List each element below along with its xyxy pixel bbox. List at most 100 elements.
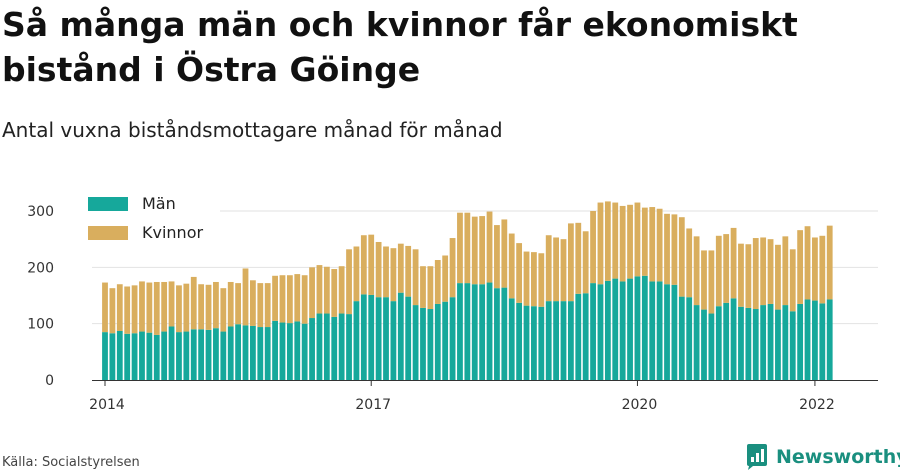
bar-women (612, 202, 619, 279)
bar-women (220, 288, 227, 332)
bar-men (309, 318, 315, 380)
bar-men (782, 305, 789, 380)
bar-men (338, 313, 345, 380)
bar-men (575, 293, 582, 380)
y-tick-label: 100 (27, 317, 54, 333)
bar-women (693, 236, 700, 306)
bar-women (760, 237, 767, 306)
bar-women (353, 246, 360, 302)
bar-women (531, 252, 537, 307)
brand-name: Newsworthy (776, 446, 900, 468)
bar-women (767, 239, 774, 304)
x-tick-label: 2014 (89, 397, 125, 413)
bar-women (649, 207, 656, 282)
bar-women (582, 231, 589, 294)
bar-men (775, 309, 781, 380)
bar-men (235, 324, 242, 380)
bar-men (353, 301, 360, 380)
bar-men (545, 301, 552, 380)
bar-women (686, 228, 693, 298)
bar-women (405, 245, 412, 297)
bar-men (205, 329, 212, 380)
bar-men (168, 326, 175, 380)
bar-women (575, 222, 582, 294)
bar-men (176, 332, 182, 380)
bar-women (213, 281, 219, 329)
bar-women (590, 211, 596, 284)
bar-women (116, 284, 123, 331)
chart-title: Så många män och kvinnor får ekonomiskt … (2, 5, 798, 89)
bar-women (420, 266, 426, 308)
bar-men (723, 302, 730, 380)
bar-men (671, 284, 678, 380)
bar-men (501, 287, 508, 380)
bar-men (701, 309, 707, 380)
bar-men (109, 333, 116, 380)
bar-women (168, 281, 175, 327)
bar-men (686, 297, 693, 380)
bar-men (656, 281, 663, 380)
bar-men (664, 284, 670, 380)
bar-men (649, 281, 656, 380)
bar-women (250, 280, 256, 326)
bar-men (146, 332, 153, 380)
bar-men (804, 299, 811, 380)
bar-men (738, 306, 744, 380)
bar-women (109, 288, 116, 334)
y-tick-label: 0 (45, 373, 54, 389)
bar-women (789, 249, 796, 312)
legend-label-women: Kvinnor (142, 223, 203, 242)
bar-women (264, 283, 271, 328)
bar-men (383, 297, 389, 380)
bar-men (553, 301, 559, 380)
bar-men (257, 327, 264, 380)
bar-men (582, 293, 589, 380)
bar-men (590, 283, 596, 380)
bar-men (634, 276, 641, 380)
bar-women (782, 236, 789, 306)
bar-women (397, 243, 404, 293)
bar-women (309, 267, 315, 319)
bar-women (715, 235, 722, 307)
bar-women (102, 282, 108, 333)
bar-women (619, 205, 626, 282)
bar-women (634, 202, 641, 277)
bar-women (826, 225, 833, 300)
bar-women (427, 266, 434, 310)
bar-women (804, 226, 811, 300)
bar-women (294, 274, 301, 322)
bar-women (316, 265, 323, 314)
bar-women (678, 217, 685, 297)
bar-men (516, 302, 523, 380)
legend-label-men: Män (142, 194, 176, 213)
bar-women (368, 234, 375, 295)
legend-swatch-men (88, 197, 128, 211)
bar-women (286, 275, 293, 324)
bar-women (701, 250, 707, 310)
bar-men (131, 333, 138, 380)
bar-women (752, 238, 759, 310)
bar-men (745, 307, 752, 380)
bar-men (316, 313, 323, 380)
bar-women (664, 213, 670, 285)
bar-men (116, 330, 123, 380)
bar-women (671, 214, 678, 285)
bar-women (323, 266, 330, 314)
bar-women (494, 225, 500, 289)
bar-men (102, 332, 108, 380)
bar-men (323, 313, 330, 380)
bar-men (567, 301, 574, 380)
bar-men (641, 275, 648, 380)
bar-men (449, 297, 456, 380)
bar-men (693, 305, 700, 380)
bar-men (826, 299, 833, 380)
bar-women (301, 275, 308, 324)
bar-women (442, 255, 449, 302)
bar-men (397, 292, 404, 380)
brand: Newsworthy (745, 443, 900, 471)
bar-men (213, 328, 219, 380)
bar-men (752, 309, 759, 380)
bar-women (797, 230, 804, 304)
bar-men (405, 296, 412, 380)
